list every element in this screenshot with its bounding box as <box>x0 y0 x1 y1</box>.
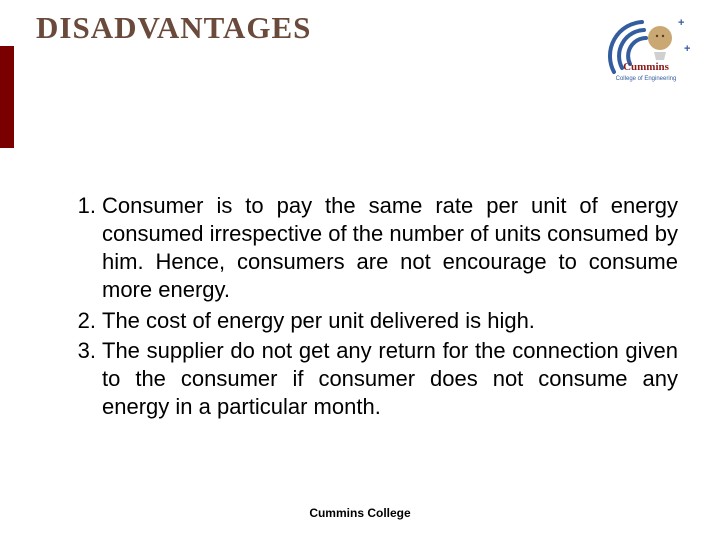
list-item: The cost of energy per unit delivered is… <box>60 307 678 335</box>
svg-text:+: + <box>678 17 684 29</box>
disadvantages-list: Consumer is to pay the same rate per uni… <box>60 192 678 421</box>
slide-title: DISADVANTAGES <box>36 10 311 46</box>
list-item: Consumer is to pay the same rate per uni… <box>60 192 678 305</box>
accent-bar <box>0 46 14 148</box>
logo-body <box>654 52 666 60</box>
logo-text-bottom: College of Engineering <box>616 76 677 82</box>
content-area: Consumer is to pay the same rate per uni… <box>60 192 678 423</box>
logo-face <box>648 26 672 50</box>
college-logo: + + Cummins College of Engineering <box>600 10 692 92</box>
logo-text-top: Cummins <box>623 61 670 73</box>
svg-text:+: + <box>684 43 690 55</box>
list-item: The supplier do not get any return for t… <box>60 337 678 421</box>
footer-text: Cummins College <box>0 506 720 520</box>
